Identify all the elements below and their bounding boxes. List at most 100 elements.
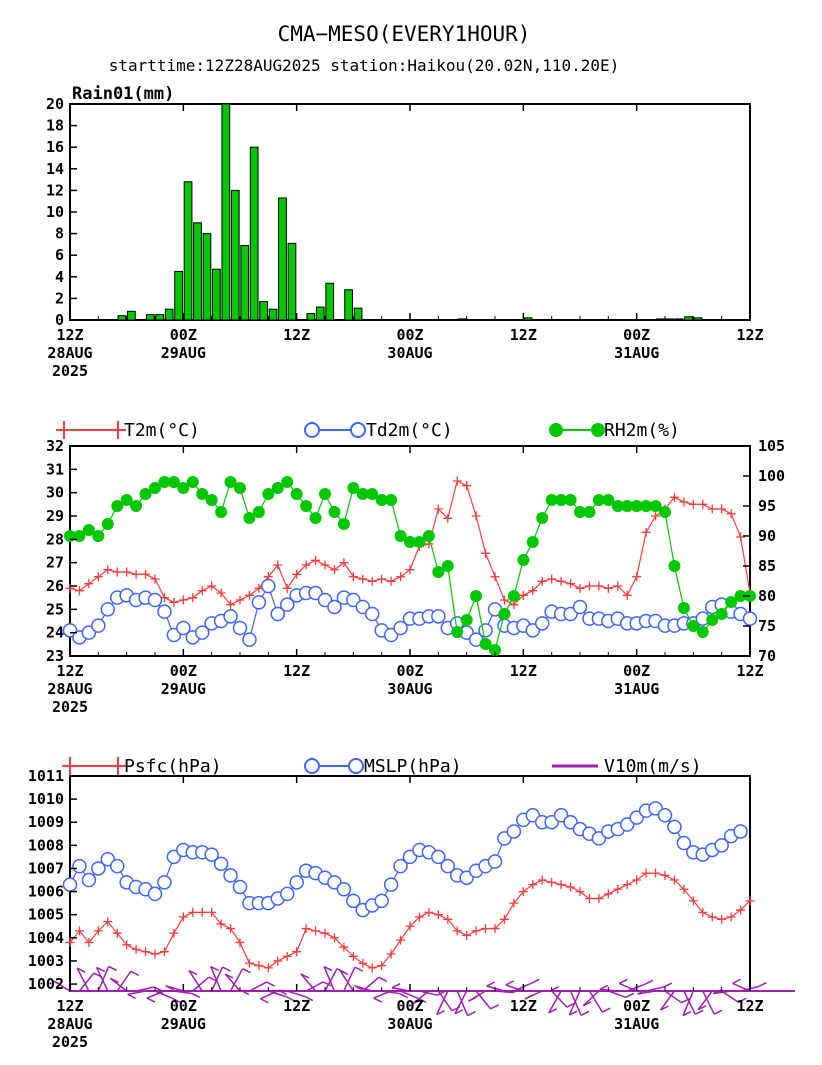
series-marker-plus [707, 912, 717, 922]
series-marker-circle [270, 606, 286, 622]
wind-barb-staff [582, 990, 600, 1007]
series-marker-circle [336, 882, 352, 897]
series-marker-plus [651, 868, 661, 878]
series-marker-dot [271, 482, 284, 494]
series-marker-plus [669, 875, 679, 885]
x-tick-label: 00Z [623, 326, 650, 344]
series-marker-dot [356, 488, 369, 500]
series-marker-plus [311, 926, 321, 936]
y-tick-label: 1002 [28, 975, 64, 993]
chart-subtitle: starttime:12Z28AUG2025 station:Haikou(20… [109, 56, 620, 75]
y-tick-label: 18 [46, 117, 64, 135]
series-marker-dot [262, 488, 275, 500]
series-marker-plus [736, 532, 746, 542]
series-marker-circle [147, 886, 163, 902]
wind-barb-staff [305, 981, 324, 992]
series-marker-plus [65, 583, 75, 593]
series-marker-circle [109, 858, 125, 874]
wind-barb-flag [694, 1009, 704, 1015]
series-marker-circle [147, 592, 163, 608]
wind-barb-flag [738, 997, 747, 1003]
series-marker-circle [223, 609, 238, 624]
series-marker-dot [649, 500, 662, 512]
x-tick-label: 12Z [736, 662, 763, 680]
y-tick-label: 6 [55, 246, 64, 264]
y-tick-label: 1010 [28, 790, 64, 808]
chart-title: CMA−MESO(EVERY1HOUR) [278, 22, 531, 46]
x-tick-year: 2025 [52, 698, 88, 716]
series-marker-plus [84, 937, 94, 947]
series-marker-plus [660, 870, 670, 880]
legend-td2m-marker-right [350, 422, 366, 438]
series-marker-circle [327, 599, 342, 615]
rain-bar [183, 181, 193, 321]
series-marker-plus [490, 572, 500, 582]
series-marker-dot [725, 596, 738, 608]
series-marker-plus [216, 588, 226, 598]
x-tick-label: 12Z [56, 326, 83, 344]
series-marker-plus [481, 924, 491, 934]
series-marker-plus [197, 586, 207, 596]
series-marker-dot [309, 512, 322, 524]
series-marker-plus [499, 914, 509, 924]
rain-bar [164, 308, 174, 321]
series-marker-plus [263, 963, 273, 973]
series-marker-plus [499, 595, 509, 605]
wind-barb-flag [378, 976, 388, 982]
series-marker-plus [348, 572, 358, 582]
wind-barb-staff [569, 990, 582, 1016]
rain-bar [278, 197, 287, 321]
series-marker-plus [244, 958, 254, 968]
y-tick-label: 1009 [28, 813, 64, 831]
series-marker-plus [292, 947, 302, 957]
wind-barb-staff [373, 990, 392, 999]
series-marker-circle [657, 808, 673, 823]
wind-barb-flag [354, 966, 364, 972]
wind-barb-staff [154, 990, 173, 1000]
wind-barb-staff [192, 976, 210, 992]
x-tick-year: 2025 [52, 362, 88, 380]
series-marker-dot [460, 614, 473, 626]
wind-barb-flag [224, 973, 234, 979]
rain-bar [665, 318, 675, 321]
series-marker-dot [526, 536, 539, 548]
series-marker-dot [385, 494, 398, 506]
series-marker-dot [498, 608, 511, 620]
series-marker-dot [583, 506, 596, 518]
temperature-series [62, 476, 758, 656]
wind-barb-flag [663, 982, 673, 988]
series-marker-plus [141, 569, 151, 579]
series-marker-plus [462, 481, 472, 491]
rain-bar [117, 315, 127, 321]
series-marker-plus [556, 880, 566, 890]
series-marker-plus [150, 574, 160, 584]
legend-rh2m-marker-left [549, 423, 563, 437]
wind-barb-flag [210, 965, 220, 972]
legend-mslp-marker-left [304, 758, 320, 774]
wind-barb-flag [580, 1010, 590, 1017]
wind-barb-flag [322, 981, 332, 987]
x-tick-label: 12Z [510, 997, 537, 1015]
series-marker-plus [329, 933, 339, 943]
x-tick-label: 00Z [623, 662, 650, 680]
y-tick-label: 1003 [28, 952, 64, 970]
series-marker-dot [545, 494, 558, 506]
wind-barb-staff [78, 972, 95, 992]
series-marker-plus [613, 884, 623, 894]
series-marker-dot [300, 500, 313, 512]
series-marker-dot [640, 500, 653, 512]
series-marker-circle [279, 886, 295, 902]
series-marker-plus [226, 924, 236, 934]
legend-rh2m-marker-right [591, 423, 605, 437]
wind-barb-flag [172, 997, 181, 1004]
legend-t2m-marker [56, 421, 126, 439]
series-marker-plus [603, 889, 613, 899]
series-marker-circle [393, 858, 408, 874]
legend-td2m-label: Td2m(°C) [366, 420, 453, 441]
legend-psfc-label: Psfc(hPa) [124, 756, 222, 777]
series-marker-plus [122, 940, 132, 950]
series-marker-plus [547, 574, 557, 584]
wind-barb-flag [391, 983, 401, 989]
series-marker-dot [215, 506, 228, 518]
